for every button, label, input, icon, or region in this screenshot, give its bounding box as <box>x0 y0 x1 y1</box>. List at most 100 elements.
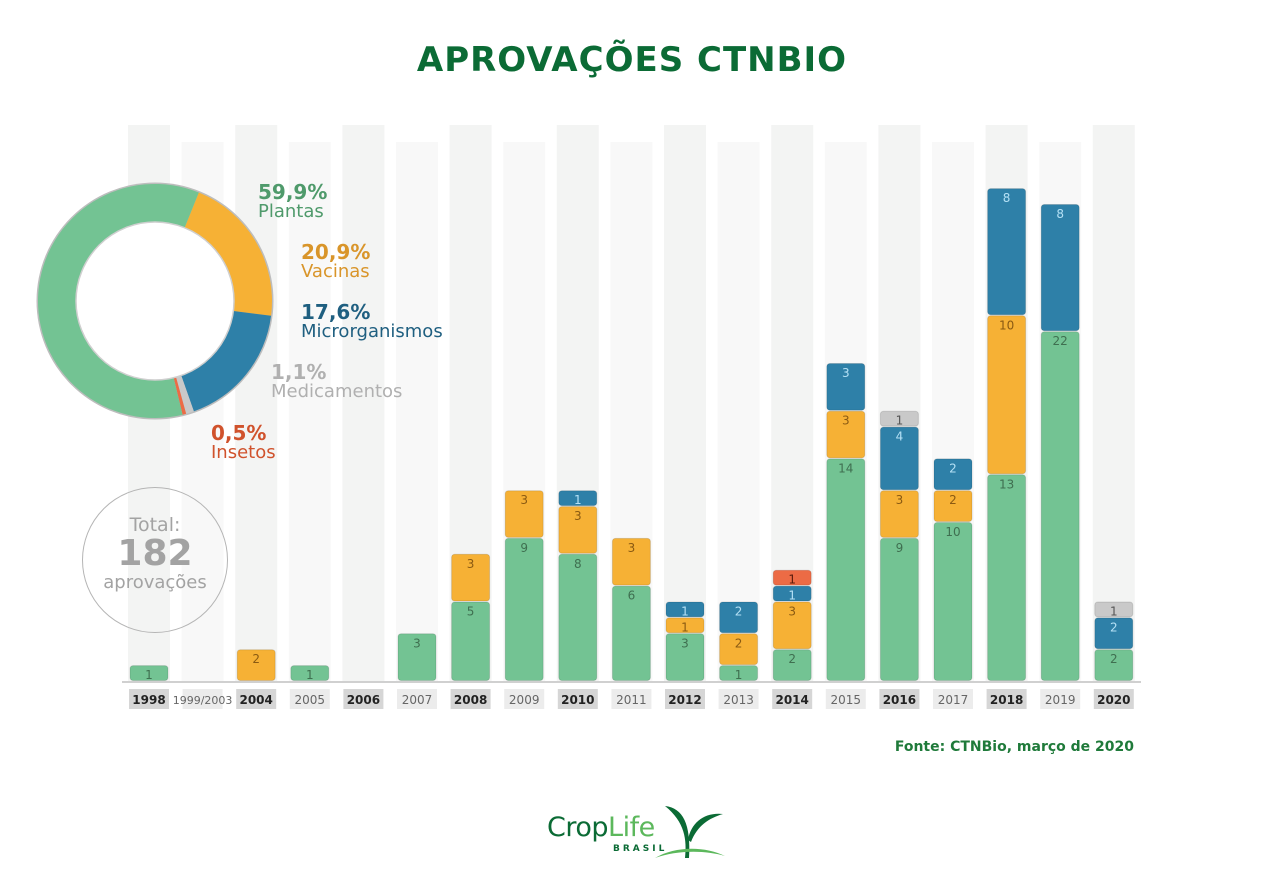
pct-vacinas: 20,9% <box>301 240 371 264</box>
x-tick-box <box>933 689 973 709</box>
column-stripe <box>396 142 438 681</box>
bar-segment-microrganismos <box>1040 204 1080 332</box>
page-title: APROVAÇÕES CTNBIO <box>416 40 848 80</box>
name-insetos: Insetos <box>211 442 276 463</box>
x-tick-box <box>129 689 169 709</box>
name-microrganismos: Microrganismos <box>301 321 443 342</box>
data-label: 10 <box>945 525 960 539</box>
bar-segment-vacinas <box>558 506 598 554</box>
bar-segment-plantas <box>451 601 491 681</box>
bar-segment-vacinas <box>504 490 544 538</box>
name-plantas: Plantas <box>258 201 324 222</box>
logo-wordmark: CropLife <box>547 812 655 843</box>
total-unit: aprovações <box>103 572 207 593</box>
bar-segment-plantas <box>1094 649 1134 682</box>
data-label: 2 <box>735 605 743 619</box>
x-tick-box <box>772 689 813 709</box>
donut-slice-microrganismos <box>181 310 272 412</box>
column-stripe <box>1092 125 1135 681</box>
x-tick-box <box>397 689 437 709</box>
data-label: 3 <box>788 605 796 619</box>
data-label: 1 <box>681 605 689 619</box>
bar-segment-microrganismos <box>933 458 973 491</box>
x-tick-label: 2019 <box>1045 693 1076 707</box>
bar-segment-insetos <box>772 569 812 586</box>
total-badge: Total: 182 aprovações <box>82 487 228 633</box>
bar-segment-plantas <box>558 553 598 681</box>
total-label: Total: <box>129 514 181 536</box>
legend-vacinas: 20,9% Vacinas <box>301 242 370 282</box>
x-tick-box <box>343 689 384 709</box>
bar-segment-medicamentos <box>879 410 919 427</box>
data-label: 5 <box>467 605 475 619</box>
data-label: 1 <box>145 668 153 682</box>
bar-segment-vacinas <box>987 315 1027 475</box>
data-label: 10 <box>999 318 1014 332</box>
x-tick-label: 1998 <box>132 693 165 707</box>
donut-slice-medicamentos <box>176 375 194 414</box>
name-medicamentos: Medicamentos <box>271 381 403 402</box>
bar-segment-vacinas <box>236 649 276 682</box>
legend-microrganismos: 17,6% Microrganismos <box>301 302 443 342</box>
logo-subtext: BRASIL <box>613 844 668 854</box>
column-stripe <box>717 142 760 681</box>
x-tick-box <box>450 689 491 709</box>
bar-segment-microrganismos <box>879 426 919 491</box>
pct-microrganismos: 17,6% <box>301 300 371 324</box>
data-label: 3 <box>681 636 689 650</box>
bar-segment-microrganismos <box>1094 617 1134 650</box>
x-tick-label: 2012 <box>668 693 701 707</box>
bar-segment-plantas <box>933 522 973 681</box>
data-label: 2 <box>1110 652 1118 666</box>
data-label: 1 <box>681 620 689 634</box>
bar-segment-vacinas <box>451 553 491 602</box>
bar-segment-plantas <box>826 458 866 681</box>
legend-medicamentos: 1,1% Medicamentos <box>271 362 402 402</box>
donut-slice-vacinas <box>184 192 273 316</box>
x-tick-box <box>1093 689 1134 709</box>
bar-segment-plantas <box>665 633 705 681</box>
data-label: 8 <box>1056 207 1064 221</box>
data-label: 8 <box>574 557 582 571</box>
pct-insetos: 0,5% <box>211 421 267 445</box>
data-label: 3 <box>896 493 904 507</box>
x-tick-box <box>986 689 1027 709</box>
x-tick-box <box>557 689 598 709</box>
data-label: 22 <box>1053 334 1068 348</box>
data-label: 1 <box>788 573 796 587</box>
x-tick-label: 2008 <box>454 693 487 707</box>
data-label: 1 <box>306 668 314 682</box>
x-tick-label: 1999/2003 <box>173 694 233 707</box>
bar-segment-plantas <box>611 585 651 681</box>
bar-segment-vacinas <box>611 537 651 586</box>
x-tick-box <box>182 689 223 709</box>
x-tick-label: 2007 <box>402 693 433 707</box>
data-label: 2 <box>949 493 957 507</box>
bar-segment-plantas <box>129 665 169 681</box>
total-value: 182 <box>117 533 193 574</box>
x-tick-label: 2013 <box>723 693 754 707</box>
bar-segment-microrganismos <box>665 601 705 618</box>
column-stripe <box>235 125 278 681</box>
donut-slice-plantas <box>38 184 199 418</box>
legend-insetos: 0,5% Insetos <box>211 423 276 463</box>
x-tick-label: 2004 <box>239 693 272 707</box>
bar-segment-medicamentos <box>1094 601 1134 618</box>
data-label: 2 <box>735 636 743 650</box>
data-label: 3 <box>520 493 528 507</box>
donut-slice-insetos <box>173 377 187 415</box>
x-tick-label: 2015 <box>831 693 862 707</box>
data-label: 2 <box>788 652 796 666</box>
x-tick-label: 2016 <box>883 693 916 707</box>
data-label: 2 <box>949 461 957 475</box>
bar-segment-vacinas <box>879 490 919 538</box>
x-tick-label: 2014 <box>775 693 808 707</box>
bar-segment-plantas <box>879 537 919 682</box>
x-tick-label: 2018 <box>990 693 1023 707</box>
bar-segment-microrganismos <box>826 363 866 411</box>
data-label: 1 <box>574 493 582 507</box>
x-tick-box <box>289 689 330 709</box>
data-label: 1 <box>735 668 743 682</box>
bar-segment-vacinas <box>826 410 866 459</box>
